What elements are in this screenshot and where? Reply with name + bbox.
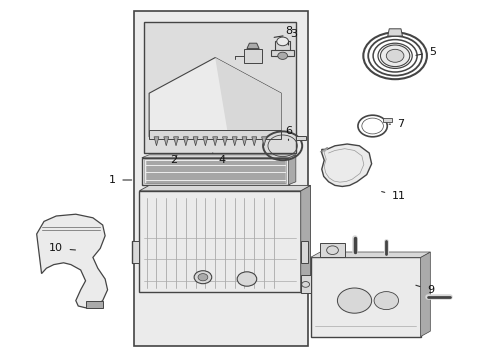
Polygon shape [232,137,237,146]
Polygon shape [383,118,391,122]
Circle shape [237,272,256,286]
Polygon shape [300,275,310,293]
Polygon shape [251,137,256,146]
Polygon shape [420,252,429,337]
Polygon shape [300,241,307,263]
Polygon shape [300,185,310,292]
Polygon shape [387,29,402,36]
Text: 2: 2 [170,155,177,165]
Polygon shape [321,144,371,186]
Text: 7: 7 [388,119,404,129]
Circle shape [373,292,398,310]
Polygon shape [183,137,188,146]
Polygon shape [246,43,259,49]
Polygon shape [85,301,102,308]
Polygon shape [149,130,281,139]
Polygon shape [142,155,295,158]
FancyBboxPatch shape [134,11,307,346]
Polygon shape [163,137,168,146]
Polygon shape [154,137,159,146]
Circle shape [277,52,287,59]
Circle shape [380,45,409,67]
Polygon shape [37,214,107,308]
Polygon shape [288,155,295,185]
Text: 10: 10 [49,243,75,253]
Polygon shape [215,58,281,137]
Polygon shape [149,58,281,137]
Polygon shape [173,137,178,146]
Polygon shape [203,137,207,146]
Polygon shape [139,191,300,292]
Text: 6: 6 [285,126,291,140]
FancyBboxPatch shape [144,22,295,153]
Text: 4: 4 [212,153,225,165]
Circle shape [276,37,288,46]
Polygon shape [275,41,289,56]
Polygon shape [261,137,266,146]
Circle shape [386,49,403,62]
Text: 3: 3 [274,29,296,39]
Text: 5: 5 [415,47,435,57]
Bar [144,159,285,183]
Text: 9: 9 [415,285,433,295]
Polygon shape [310,252,429,257]
Text: 1: 1 [109,175,131,185]
Circle shape [337,288,371,313]
Polygon shape [244,49,261,63]
Polygon shape [142,158,288,185]
Polygon shape [132,241,139,263]
Text: 11: 11 [381,191,405,201]
Polygon shape [222,137,227,146]
Polygon shape [212,137,217,146]
Circle shape [194,271,211,284]
Polygon shape [193,137,198,146]
Circle shape [198,274,207,281]
Polygon shape [310,257,420,337]
Polygon shape [320,243,344,257]
Polygon shape [271,50,293,56]
Text: 8: 8 [285,26,291,45]
Polygon shape [296,136,305,140]
Polygon shape [139,185,310,191]
Polygon shape [242,137,246,146]
